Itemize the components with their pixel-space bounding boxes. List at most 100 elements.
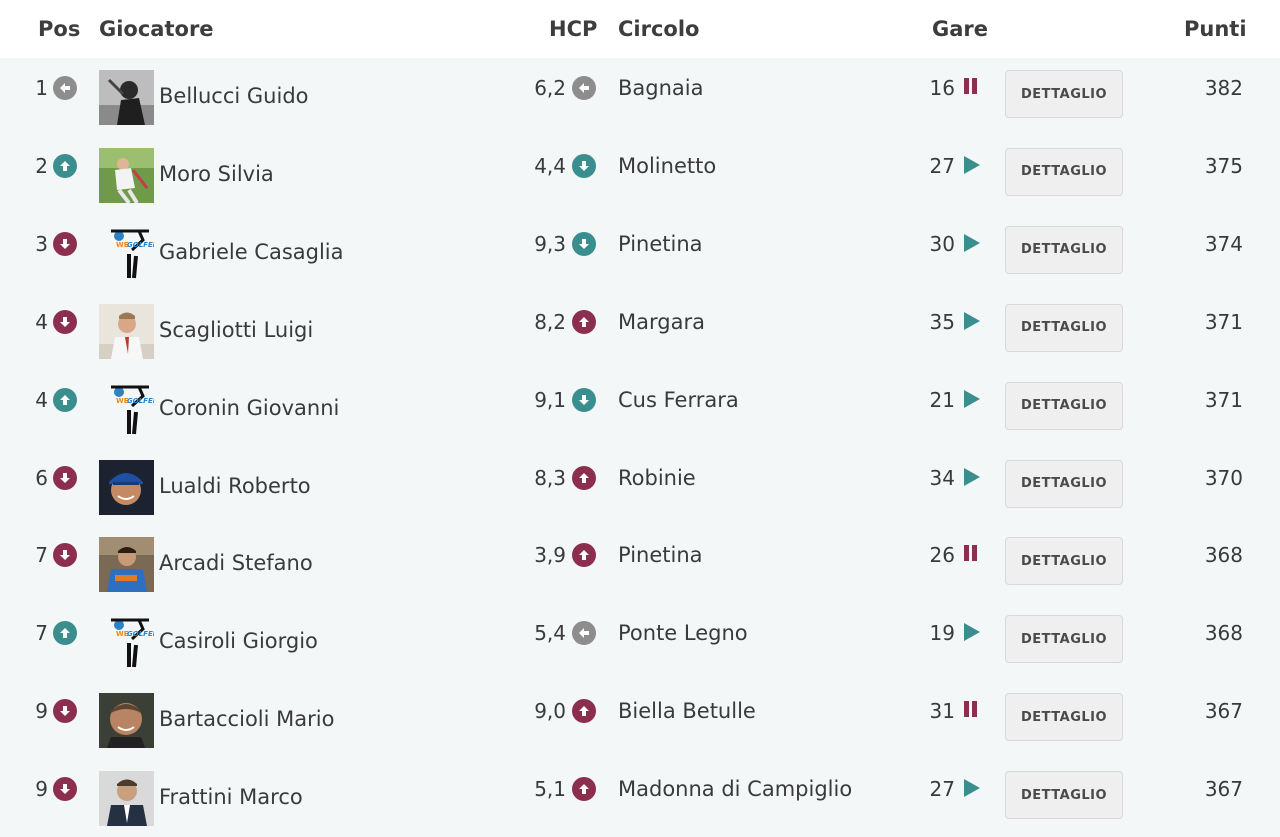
- arrow-left-icon: [572, 76, 596, 100]
- club-name: Robinie: [618, 465, 696, 490]
- detail-button[interactable]: DETTAGLIO: [1005, 70, 1123, 118]
- races-count: 27: [929, 777, 955, 802]
- points: 368: [1204, 621, 1243, 646]
- points: 367: [1204, 777, 1243, 802]
- detail-button[interactable]: DETTAGLIO: [1005, 537, 1123, 586]
- player-name[interactable]: Casiroli Giorgio: [159, 629, 318, 654]
- avatar[interactable]: [99, 693, 154, 749]
- arrow-down-icon: [53, 231, 77, 256]
- avatar[interactable]: [99, 771, 154, 827]
- club-name: Pinetina: [618, 231, 703, 256]
- detail-button[interactable]: DETTAGLIO: [1005, 693, 1123, 742]
- player-name[interactable]: Scagliotti Luigi: [159, 317, 314, 342]
- player-name[interactable]: Coronin Giovanni: [159, 395, 340, 420]
- position: 3: [35, 231, 48, 256]
- header-pos[interactable]: Pos: [38, 17, 81, 41]
- arrow-down-icon: [53, 309, 77, 334]
- races-count: 16: [929, 76, 955, 100]
- club-name: Margara: [618, 309, 705, 334]
- races-count: 27: [929, 153, 955, 178]
- player-name[interactable]: Moro Silvia: [159, 161, 274, 186]
- player-name[interactable]: Frattini Marco: [159, 785, 303, 810]
- handicap: 9,0: [534, 699, 566, 724]
- avatar[interactable]: WEGOLFERS: [99, 381, 154, 437]
- points: 371: [1204, 309, 1243, 334]
- play-icon: [961, 310, 983, 332]
- player-name[interactable]: Gabriele Casaglia: [159, 239, 344, 264]
- position: 1: [35, 76, 48, 100]
- avatar[interactable]: WEGOLFERS: [99, 225, 154, 281]
- club-name: Molinetto: [618, 153, 717, 178]
- pause-icon: [961, 76, 983, 98]
- player-name[interactable]: Bartaccioli Mario: [159, 707, 335, 732]
- header-hcp[interactable]: HCP: [549, 17, 598, 41]
- position: 6: [35, 465, 48, 490]
- arrow-down-icon: [572, 231, 596, 256]
- detail-button[interactable]: DETTAGLIO: [1005, 459, 1123, 508]
- header-points[interactable]: Punti: [1184, 17, 1247, 41]
- arrow-down-icon: [53, 543, 77, 568]
- pause-icon: [961, 543, 983, 565]
- position: 4: [35, 309, 48, 334]
- play-icon: [961, 232, 983, 254]
- player-name[interactable]: Lualdi Roberto: [159, 473, 311, 498]
- table-row: 3 WEGOLFERS Gabriele Casaglia 9,3 Pineti…: [0, 214, 1280, 292]
- play-icon: [961, 388, 983, 410]
- arrow-down-icon: [53, 465, 77, 490]
- play-icon: [961, 466, 983, 488]
- arrow-up-icon: [572, 543, 596, 568]
- handicap: 3,9: [534, 543, 566, 568]
- position: 7: [35, 621, 48, 646]
- avatar[interactable]: [99, 147, 154, 203]
- handicap: 4,4: [534, 153, 566, 178]
- table-row: 9 Frattini Marco 5,1 Madonna di Campigli…: [0, 759, 1280, 837]
- avatar[interactable]: [99, 303, 154, 359]
- table-body: 1 Bellucci Guido 6,2 Bagnaia 16 DETTAGLI…: [0, 58, 1280, 837]
- arrow-down-icon: [572, 387, 596, 412]
- avatar[interactable]: WEGOLFERS: [99, 615, 154, 671]
- detail-button[interactable]: DETTAGLIO: [1005, 381, 1123, 430]
- svg-text:WE: WE: [116, 397, 129, 405]
- club-name: Biella Betulle: [618, 699, 756, 724]
- svg-text:GOLFERS: GOLFERS: [127, 630, 154, 638]
- position: 4: [35, 387, 48, 412]
- points: 371: [1204, 387, 1243, 412]
- svg-text:GOLFERS: GOLFERS: [127, 241, 154, 249]
- detail-button[interactable]: DETTAGLIO: [1005, 771, 1123, 820]
- table-row: 7 WEGOLFERS Casiroli Giorgio 5,4 Ponte L…: [0, 603, 1280, 681]
- races-count: 34: [929, 465, 955, 490]
- table-row: 2 Moro Silvia 4,4 Molinetto 27 DETTAGLIO…: [0, 136, 1280, 214]
- header-player[interactable]: Giocatore: [99, 17, 214, 41]
- avatar[interactable]: [99, 70, 154, 125]
- table-row: 7 Arcadi Stefano 3,9 Pinetina 26 DETTAGL…: [0, 525, 1280, 603]
- arrow-up-icon: [53, 621, 77, 646]
- detail-button[interactable]: DETTAGLIO: [1005, 303, 1123, 352]
- races-count: 30: [929, 231, 955, 256]
- player-name[interactable]: Arcadi Stefano: [159, 551, 313, 576]
- club-name: Bagnaia: [618, 76, 704, 100]
- header-club[interactable]: Circolo: [618, 17, 700, 41]
- play-icon: [961, 777, 983, 799]
- club-name: Ponte Legno: [618, 621, 748, 646]
- arrow-up-icon: [572, 465, 596, 490]
- avatar[interactable]: [99, 459, 154, 515]
- handicap: 5,4: [534, 621, 566, 646]
- avatar[interactable]: [99, 537, 154, 593]
- points: 374: [1204, 231, 1243, 256]
- position: 7: [35, 543, 48, 568]
- player-name[interactable]: Bellucci Guido: [159, 84, 309, 108]
- club-name: Madonna di Campiglio: [618, 777, 853, 802]
- races-count: 35: [929, 309, 955, 334]
- arrow-left-icon: [53, 76, 77, 100]
- arrow-left-icon: [572, 621, 596, 646]
- detail-button[interactable]: DETTAGLIO: [1005, 225, 1123, 274]
- play-icon: [961, 621, 983, 643]
- races-count: 26: [929, 543, 955, 568]
- handicap: 9,3: [534, 231, 566, 256]
- table-row: 1 Bellucci Guido 6,2 Bagnaia 16 DETTAGLI…: [0, 58, 1280, 136]
- header-races[interactable]: Gare: [932, 17, 989, 41]
- detail-button[interactable]: DETTAGLIO: [1005, 147, 1123, 196]
- detail-button[interactable]: DETTAGLIO: [1005, 615, 1123, 664]
- table-row: 4 WEGOLFERS Coronin Giovanni 9,1 Cus Fer…: [0, 370, 1280, 448]
- arrow-up-icon: [53, 153, 77, 178]
